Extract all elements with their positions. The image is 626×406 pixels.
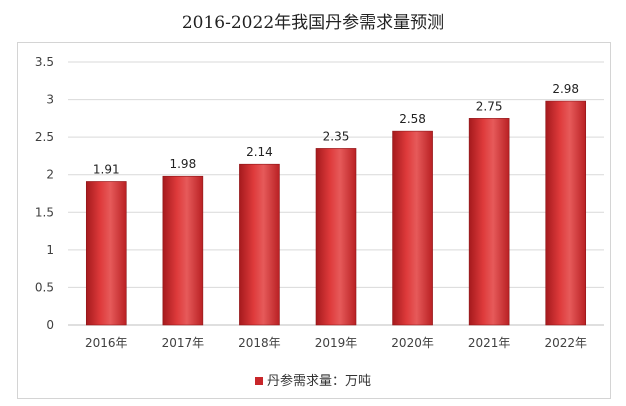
y-tick-label: 0.5 <box>35 280 54 294</box>
bar <box>468 118 510 326</box>
x-axis: 2016年 2017年 2018年 2019年 2020年 2021年 2022年 <box>85 336 587 350</box>
y-tick-label: 1 <box>46 243 54 257</box>
y-tick-label: 3 <box>46 93 54 107</box>
y-tick-label: 3.5 <box>35 55 54 69</box>
bar <box>85 181 127 326</box>
y-tick-label: 1.5 <box>35 205 54 219</box>
legend-swatch <box>254 376 263 385</box>
data-label: 2.14 <box>246 145 273 159</box>
x-tick-label: 2022年 <box>544 336 587 350</box>
x-tick-label: 2017年 <box>162 336 205 350</box>
x-tick-label: 2019年 <box>315 336 358 350</box>
y-tick-label: 2 <box>46 168 54 182</box>
data-label: 2.58 <box>399 112 426 126</box>
data-label: 1.91 <box>93 162 120 176</box>
bar <box>545 100 587 326</box>
x-tick-label: 2020年 <box>391 336 434 350</box>
x-tick-label: 2018年 <box>238 336 281 350</box>
bar <box>239 163 280 326</box>
data-label: 2.35 <box>323 129 350 143</box>
data-labels: 1.91 1.98 2.14 2.35 2.58 2.75 2.98 <box>93 82 579 176</box>
bar <box>162 175 204 326</box>
chart-frame <box>17 42 611 399</box>
legend: 丹参需求量：万吨 <box>0 370 626 389</box>
y-tick-label: 0 <box>46 318 54 332</box>
x-tick-label: 2016年 <box>85 336 128 350</box>
x-tick-label: 2021年 <box>468 336 511 350</box>
bar <box>392 130 433 326</box>
data-label: 2.98 <box>552 82 579 96</box>
bars <box>85 100 587 326</box>
bar <box>315 148 357 326</box>
data-label: 1.98 <box>169 157 196 171</box>
y-tick-label: 2.5 <box>35 130 54 144</box>
chart-title: 2016-2022年我国丹参需求量预测 <box>181 13 445 33</box>
data-label: 2.75 <box>476 99 503 113</box>
legend-label: 丹参需求量：万吨 <box>266 374 371 389</box>
y-axis: 0 0.5 1 1.5 2 2.5 3 3.5 <box>35 55 54 332</box>
